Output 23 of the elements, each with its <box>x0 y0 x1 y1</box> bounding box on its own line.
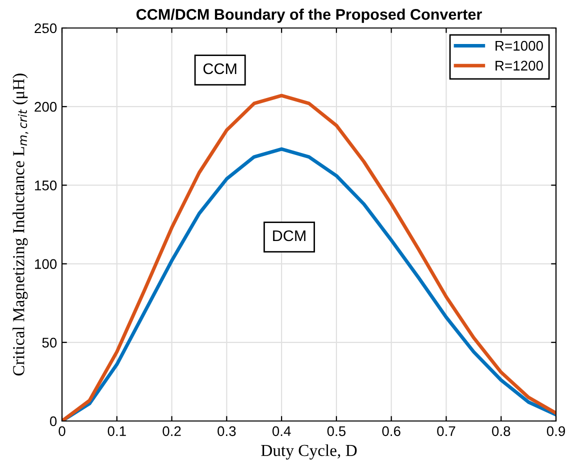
annotation: DCM <box>273 230 306 242</box>
x-tick-label: 0 <box>58 426 66 436</box>
y-axis-title: Critical Magnetizing Inductance L$_{m,crit}$ (μH) <box>12 74 28 376</box>
x-tick-label: 0.7 <box>437 426 456 436</box>
y-tick-label: 250 <box>34 23 57 34</box>
x-tick-label: 0.5 <box>327 426 346 436</box>
chart-title: CCM/DCM Boundary of the Proposed Converter <box>136 8 482 23</box>
x-tick-label: 0.2 <box>162 426 181 436</box>
y-tick-label: 150 <box>35 180 57 190</box>
y-tick-label: 100 <box>35 259 57 269</box>
legend-label: R=1200 <box>496 60 543 71</box>
x-tick-label: 0.1 <box>108 426 126 436</box>
x-tick-label: 0.8 <box>492 426 510 436</box>
x-tick-label: 0.6 <box>382 426 400 436</box>
x-tick-label: 0.4 <box>272 426 291 436</box>
y-tick-label: 50 <box>42 338 57 348</box>
y-tick-label: 0 <box>50 416 57 426</box>
annotation: CCM <box>203 63 236 74</box>
legend-label: R=1000 <box>496 40 543 51</box>
x-axis-title: Duty Cycle, D <box>261 444 357 460</box>
y-tick-label: 200 <box>34 102 57 112</box>
x-tick-label: 0.9 <box>546 426 565 436</box>
x-tick-label: 0.3 <box>218 426 236 436</box>
